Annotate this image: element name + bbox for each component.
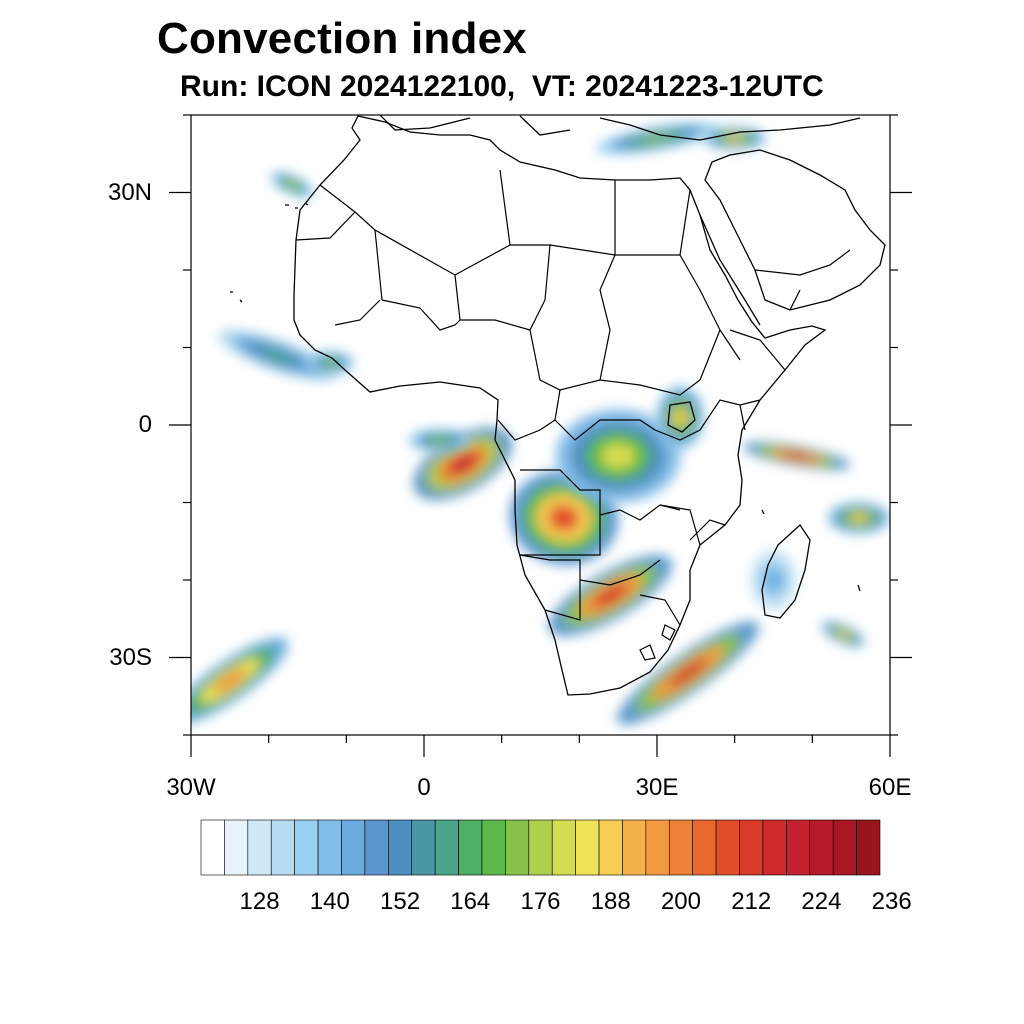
colorbar-swatch xyxy=(481,819,506,876)
colorbar-swatch xyxy=(692,819,717,876)
x-tick-label: 30E xyxy=(635,774,679,801)
arabia-coastline xyxy=(704,149,886,311)
convection-cell-8 xyxy=(827,502,890,534)
y-tick-label: 0 xyxy=(138,411,152,438)
colorbar-swatch xyxy=(715,819,740,876)
colorbar-swatch xyxy=(598,819,623,876)
europe-coastline xyxy=(379,115,861,141)
convection-contour xyxy=(781,452,812,460)
madagascar-coastline xyxy=(761,524,811,619)
colorbar-swatch xyxy=(645,819,670,876)
colorbar-label: 200 xyxy=(660,888,701,915)
x-tick-label: 30W xyxy=(166,774,216,801)
colorbar-swatch xyxy=(809,819,834,876)
colorbar-swatch xyxy=(668,819,693,876)
country-borders xyxy=(295,169,851,661)
colorbar-swatch xyxy=(458,819,483,876)
convection-cell-3 xyxy=(617,621,759,725)
colorbar-label: 236 xyxy=(871,888,912,915)
convection-contour xyxy=(725,134,744,142)
colorbar-swatch xyxy=(786,819,811,876)
convection-cell-10 xyxy=(595,122,719,154)
colorbar-swatch xyxy=(762,819,787,876)
colorbar-label: 128 xyxy=(239,888,280,915)
colorbar-swatch xyxy=(856,819,881,876)
convection-contour xyxy=(324,359,338,367)
colorbar-swatch xyxy=(364,819,389,876)
colorbar-label: 176 xyxy=(520,888,561,915)
tick-marks xyxy=(169,114,912,757)
colorbar-swatch xyxy=(294,819,319,876)
lake-victoria xyxy=(667,401,696,433)
colorbar-swatch xyxy=(411,819,436,876)
convection-cell-9 xyxy=(821,621,865,648)
colorbar-swatch xyxy=(622,819,647,876)
colorbar-swatch xyxy=(341,819,366,876)
colorbar-swatch xyxy=(388,819,413,876)
convection-cell-14 xyxy=(270,171,314,198)
colorbar-label: 140 xyxy=(309,888,350,915)
x-tick-label: 60E xyxy=(868,774,912,801)
map-title: Convection index xyxy=(157,14,527,63)
convection-field-layer xyxy=(191,122,890,725)
convection-contour xyxy=(600,442,636,470)
convection-cell-16 xyxy=(408,428,471,453)
colorbar-swatch xyxy=(739,819,764,876)
colorbar xyxy=(200,819,881,876)
islands xyxy=(230,202,861,592)
convection-cell-5 xyxy=(657,386,704,449)
map-subtitle: Run: ICON 2024122100, VT: 20241223-12UTC xyxy=(180,70,824,103)
convection-cell-0 xyxy=(413,427,512,500)
colorbar-label: 212 xyxy=(731,888,772,915)
colorbar-swatch xyxy=(575,819,600,876)
colorbar-label: 188 xyxy=(590,888,631,915)
convection-contour xyxy=(260,348,293,363)
convection-cell-11 xyxy=(703,126,766,150)
convection-contour xyxy=(593,584,628,607)
convection-contour xyxy=(548,504,579,532)
convection-contour xyxy=(673,408,687,426)
coastline-layer xyxy=(230,115,886,696)
convection-contour xyxy=(837,630,850,638)
colorbar-swatch xyxy=(528,819,553,876)
colorbar-swatch xyxy=(551,819,576,876)
convection-cell-7 xyxy=(743,442,851,470)
colorbar-swatch xyxy=(247,819,272,876)
x-tick-label: 0 xyxy=(417,774,431,801)
convection-contour xyxy=(850,513,868,523)
colorbar-swatch xyxy=(317,819,342,876)
convection-cell-6 xyxy=(191,637,289,724)
y-tick-label: 30N xyxy=(107,178,152,206)
convection-cell-4 xyxy=(556,409,681,503)
convection-cell-15 xyxy=(750,549,797,611)
africa-coastline xyxy=(293,115,827,696)
colorbar-swatch xyxy=(505,819,530,876)
convection-contour xyxy=(766,571,781,589)
convection-cell-12 xyxy=(217,329,336,382)
colorbar-swatch xyxy=(270,819,295,876)
convection-contour xyxy=(430,437,449,444)
colorbar-swatch xyxy=(832,819,857,876)
convection-contour xyxy=(213,668,247,693)
colorbar-label: 164 xyxy=(450,888,491,915)
convection-contour xyxy=(285,181,298,189)
convection-contour xyxy=(449,453,477,474)
colorbar-swatch xyxy=(200,819,225,876)
colorbar-swatch xyxy=(434,819,459,876)
convection-contour xyxy=(668,658,708,688)
colorbar-label: 152 xyxy=(379,888,421,915)
convection-cell-13 xyxy=(307,351,355,375)
red-sea-coast xyxy=(699,214,761,326)
colorbar-swatch xyxy=(224,819,249,876)
colorbar-label: 224 xyxy=(801,888,842,915)
y-tick-label: 30S xyxy=(109,643,152,671)
